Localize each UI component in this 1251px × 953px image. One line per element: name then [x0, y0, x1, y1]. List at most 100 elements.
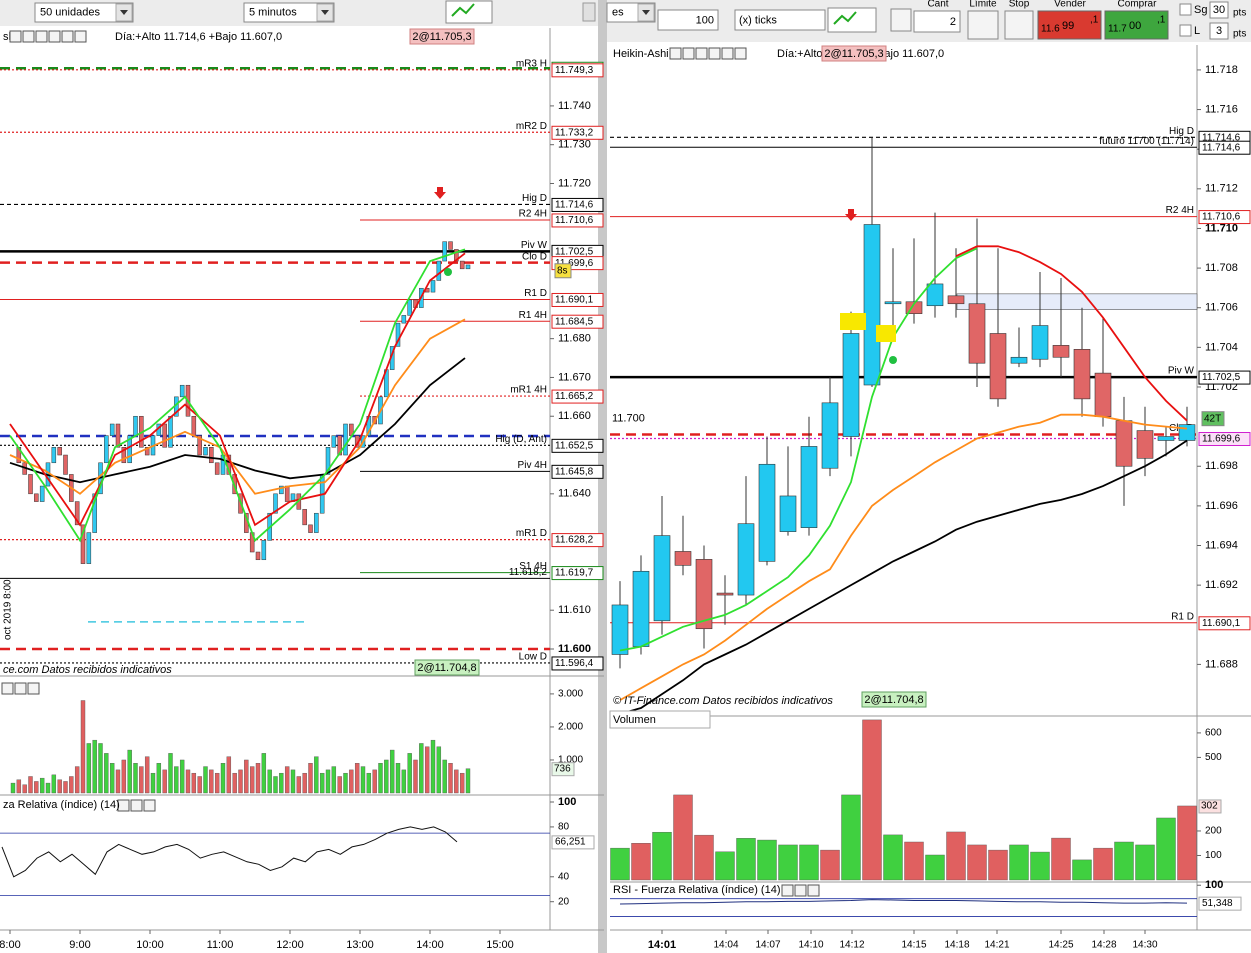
- price-note: 11.700: [612, 413, 645, 425]
- candle-body: [611, 604, 629, 655]
- volume-bar: [133, 763, 138, 794]
- level-price-label: 11.699,6: [555, 258, 594, 269]
- icon[interactable]: [22, 30, 35, 43]
- icon[interactable]: [117, 799, 130, 812]
- icon[interactable]: [781, 884, 794, 897]
- y-tick-label: 11.704: [1205, 341, 1238, 353]
- candle-body: [1178, 424, 1196, 441]
- level-price-label: 11.628,2: [555, 535, 594, 546]
- candle-body: [863, 224, 881, 386]
- indicator-button[interactable]: [827, 7, 877, 33]
- sg-unit: pts: [1233, 8, 1246, 19]
- l-input[interactable]: [1209, 22, 1229, 40]
- level-price-box: [551, 566, 604, 581]
- volume-bar: [925, 854, 945, 881]
- volume-bar: [273, 776, 278, 794]
- volume-bar: [1135, 844, 1155, 881]
- qty-input[interactable]: [913, 10, 961, 33]
- y-tick-label: 11.660: [558, 410, 591, 422]
- volume-bar: [673, 794, 693, 881]
- x-tick-label: 14:04: [713, 940, 738, 951]
- volume-bar: [197, 776, 202, 794]
- y-tick-label: 100: [1205, 850, 1222, 861]
- sg-input[interactable]: [1209, 1, 1229, 19]
- icon[interactable]: [682, 47, 695, 60]
- indicator-glyph: [833, 11, 857, 25]
- icon[interactable]: [130, 799, 143, 812]
- candle-body: [1031, 325, 1049, 360]
- candle-body: [632, 570, 650, 647]
- y-tick-label: 500: [1205, 752, 1222, 763]
- volume-bar: [319, 772, 325, 794]
- level-price-box: [1198, 616, 1251, 631]
- volume-bar: [946, 831, 966, 881]
- icon[interactable]: [74, 30, 87, 43]
- candle-body: [337, 435, 342, 456]
- order-tag-text: 2@11.705,3: [412, 31, 471, 43]
- volume-bar: [255, 763, 261, 794]
- y-tick-label: 100: [558, 796, 576, 808]
- candle-body: [162, 423, 167, 448]
- level-price-box: [551, 438, 604, 453]
- icon[interactable]: [721, 47, 734, 60]
- icon[interactable]: [14, 682, 27, 695]
- quantity-select[interactable]: [34, 2, 134, 23]
- volume-bar: [121, 759, 127, 794]
- moving-average: [619, 439, 1188, 715]
- icon[interactable]: [27, 682, 40, 695]
- stop-button[interactable]: [1004, 10, 1034, 40]
- volume-bar: [904, 841, 924, 881]
- volume-bar: [384, 759, 389, 794]
- last-volume-box: [1198, 799, 1222, 814]
- candle-body: [28, 474, 33, 495]
- l-checkbox[interactable]: [1179, 24, 1192, 37]
- y-tick-label: 11.600: [558, 643, 591, 655]
- icon[interactable]: [669, 47, 682, 60]
- indicator-button[interactable]: [445, 0, 493, 24]
- candle-body: [800, 446, 818, 528]
- ticks-input[interactable]: [657, 9, 719, 31]
- icon[interactable]: [807, 884, 820, 897]
- candle-body: [255, 551, 261, 561]
- sell-button[interactable]: [1037, 10, 1102, 40]
- sell-price-tail: ,1: [1090, 15, 1099, 26]
- volume-bar: [45, 782, 51, 794]
- volume-bar: [1177, 805, 1197, 881]
- icon[interactable]: [48, 30, 61, 43]
- candle-body: [1115, 420, 1133, 467]
- footer-note: ce.com Datos recibidos indicativos: [3, 664, 172, 676]
- icon[interactable]: [9, 30, 22, 43]
- period-select[interactable]: [243, 2, 335, 23]
- icon[interactable]: [35, 30, 48, 43]
- y-tick-label: 80: [558, 822, 570, 833]
- l-label: L: [1194, 25, 1200, 37]
- level-price-label: 11.684,5: [555, 316, 594, 327]
- icon[interactable]: [708, 47, 721, 60]
- icon[interactable]: [794, 884, 807, 897]
- moving-average: [619, 247, 978, 652]
- y-tick-label: 11.718: [1205, 64, 1238, 76]
- level-name: R2 4H: [1166, 205, 1194, 216]
- volume-bar: [10, 782, 16, 794]
- candle-body: [842, 333, 860, 437]
- ticks-unit[interactable]: [734, 9, 826, 31]
- buy-button[interactable]: [1104, 10, 1169, 40]
- icon[interactable]: [734, 47, 747, 60]
- icon[interactable]: [695, 47, 708, 60]
- scroll-button[interactable]: [582, 2, 596, 22]
- volume-bar: [454, 769, 459, 794]
- volume-bar: [1156, 817, 1176, 881]
- level-name: S1 4H: [519, 561, 547, 572]
- candle-body: [653, 535, 671, 622]
- icon[interactable]: [143, 799, 156, 812]
- icon[interactable]: [1, 682, 14, 695]
- x-tick-label: 12:00: [276, 939, 304, 951]
- qty-label: Cant: [927, 0, 948, 10]
- limit-button[interactable]: [967, 10, 999, 40]
- settings-button[interactable]: [890, 8, 912, 32]
- volume-bar: [185, 769, 191, 794]
- volume-bar: [799, 844, 819, 881]
- sg-checkbox[interactable]: [1179, 3, 1192, 16]
- candle-body: [459, 260, 465, 270]
- icon[interactable]: [61, 30, 74, 43]
